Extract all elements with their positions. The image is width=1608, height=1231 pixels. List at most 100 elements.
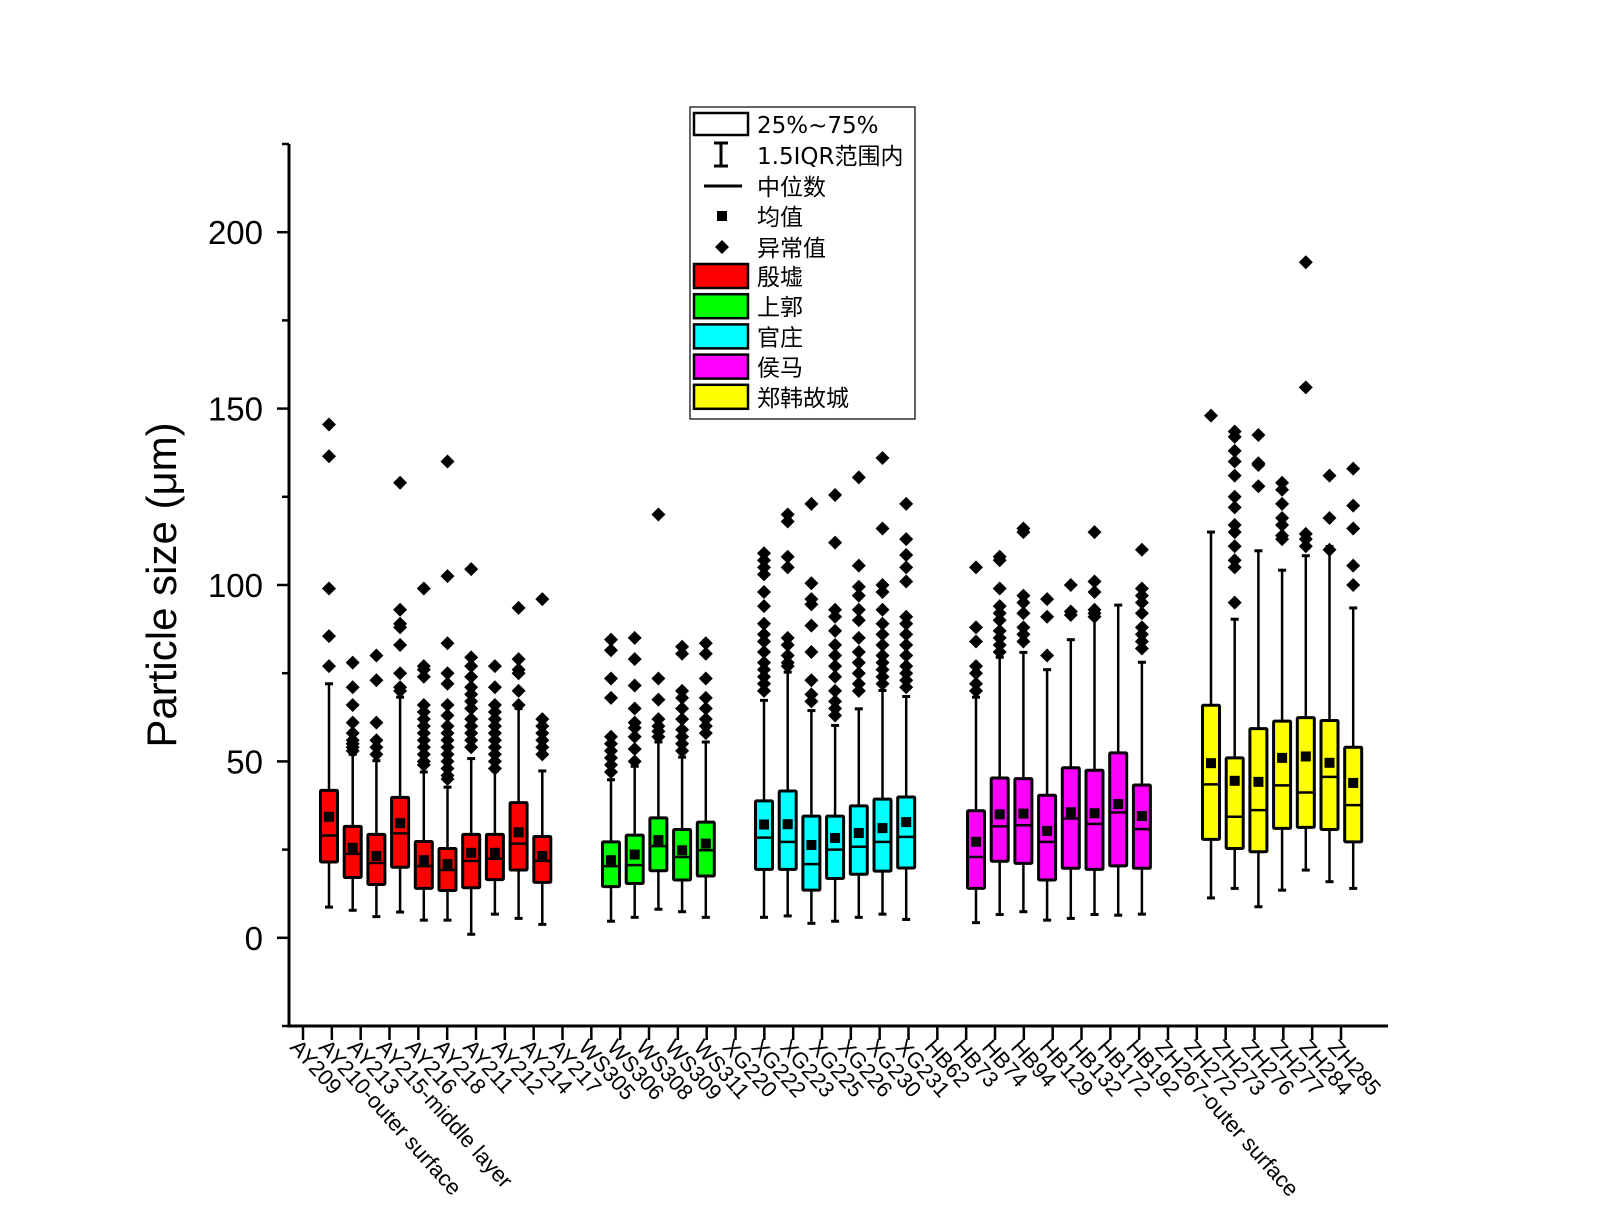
outlier-marker	[322, 659, 336, 674]
iqr-box	[1343, 745, 1364, 844]
iqr-box	[319, 788, 339, 864]
outlier-marker	[464, 726, 479, 741]
outlier-marker	[416, 712, 431, 727]
mean-marker	[759, 819, 769, 830]
outlier-marker	[369, 648, 384, 663]
outlier-marker	[1227, 454, 1242, 469]
outlier-marker	[899, 680, 914, 695]
outlier-marker	[780, 514, 795, 529]
outlier-marker	[416, 705, 431, 720]
outlier-marker	[393, 666, 408, 681]
outlier-marker	[487, 705, 502, 720]
outlier-marker	[875, 521, 890, 536]
outlier-marker	[627, 754, 642, 769]
outlier-marker	[1227, 489, 1242, 504]
outlier-marker	[627, 742, 642, 757]
outlier-marker	[1275, 496, 1290, 511]
outlier-marker	[535, 719, 550, 734]
outlier-marker	[1346, 521, 1361, 536]
legend-series-swatch	[692, 323, 750, 350]
y-tick-label: 100	[208, 567, 263, 604]
box	[695, 636, 716, 919]
box	[777, 507, 798, 918]
outlier-marker	[345, 743, 360, 758]
box	[1224, 424, 1245, 890]
outlier-marker	[440, 676, 455, 691]
outlier-marker	[698, 646, 713, 661]
outlier-marker	[416, 662, 431, 677]
outlier-marker	[828, 708, 843, 723]
outlier-marker	[1204, 408, 1218, 423]
iqr-box	[1108, 751, 1129, 868]
mean-marker	[1229, 775, 1240, 786]
legend-outlier-label: 异常值	[757, 236, 826, 262]
iqr-box	[1201, 703, 1221, 841]
legend-series-swatch	[692, 262, 750, 290]
box	[366, 648, 387, 919]
outlier-marker	[969, 634, 983, 649]
outlier-marker	[1298, 380, 1313, 395]
outlier-marker	[757, 546, 771, 561]
outlier-marker	[345, 680, 360, 695]
legend-series-swatch	[692, 353, 750, 380]
outlier-marker	[804, 576, 819, 591]
outlier-marker	[851, 630, 866, 645]
outlier-marker	[757, 669, 771, 684]
outlier-marker	[1134, 595, 1149, 610]
y-tick-label: 150	[208, 391, 263, 428]
outlier-marker	[757, 662, 771, 677]
iqr-box	[1248, 727, 1269, 854]
outlier-marker	[780, 560, 795, 575]
outlier-marker	[992, 637, 1007, 652]
outlier-marker	[1016, 588, 1031, 603]
outlier-marker	[627, 729, 642, 744]
box	[1013, 521, 1034, 914]
mean-marker	[677, 845, 688, 856]
outlier-marker	[851, 579, 866, 594]
outlier-marker	[535, 592, 550, 607]
outlier-marker	[875, 627, 890, 642]
outlier-marker	[511, 600, 526, 615]
legend-box-label: 25%~75%	[757, 113, 879, 139]
outlier-marker	[1251, 479, 1266, 494]
outlier-marker	[393, 637, 408, 652]
mean-marker	[442, 859, 453, 870]
outlier-marker	[675, 729, 690, 744]
outlier-marker	[757, 683, 771, 698]
outlier-marker	[535, 747, 550, 762]
outlier-marker	[992, 645, 1007, 660]
outlier-marker	[651, 692, 666, 707]
box	[801, 496, 822, 925]
iqr-box	[896, 795, 917, 870]
legend-whisker-label: 1.5IQR范围内	[757, 144, 903, 170]
outlier-marker	[780, 637, 795, 652]
outlier-marker	[1134, 606, 1149, 621]
legend-item-series: 官庄	[692, 323, 803, 351]
outlier-marker	[757, 645, 771, 660]
outlier-marker	[1063, 578, 1078, 592]
mean-marker	[1253, 776, 1264, 787]
mean-square-icon	[717, 211, 727, 221]
outlier-marker	[1346, 558, 1361, 573]
outlier-marker	[440, 454, 455, 469]
outlier-marker	[440, 740, 455, 755]
outlier-marker	[511, 683, 526, 698]
outlier-marker	[899, 659, 914, 674]
outlier-marker	[899, 673, 914, 688]
mean-marker	[629, 849, 640, 860]
outlier-marker	[464, 680, 479, 695]
outlier-marker	[899, 637, 914, 652]
outlier-marker	[627, 678, 642, 693]
iqr-box	[1272, 719, 1293, 830]
outlier-marker	[440, 666, 455, 681]
outlier-marker	[487, 712, 502, 727]
outlier-marker	[345, 715, 360, 730]
iqr-box	[1295, 716, 1316, 829]
mean-marker	[371, 850, 382, 861]
legend-series-label: 上郭	[757, 295, 803, 321]
outlier-marker	[757, 627, 771, 642]
legend-box-swatch	[692, 111, 750, 137]
outlier-marker	[828, 609, 843, 624]
legend-item-outlier: 异常值	[715, 236, 826, 262]
mean-marker	[606, 855, 616, 866]
